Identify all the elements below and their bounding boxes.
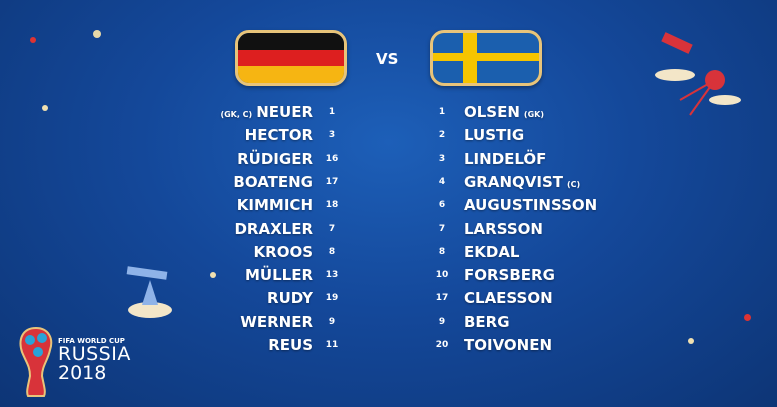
player-row: RÜDIGER (237, 149, 313, 169)
player-row: REUS (268, 335, 313, 355)
player-row: KIMMICH (237, 195, 313, 215)
decor-dot (744, 314, 751, 321)
logo-line-2: RUSSIA (58, 343, 131, 365)
player-row: RUDY (267, 288, 313, 308)
player-name: HECTOR (244, 126, 313, 145)
figure-illustration (126, 266, 172, 318)
player-row: HECTOR (245, 125, 313, 145)
decor-dot (210, 272, 216, 278)
player-number: 9 (328, 316, 336, 327)
player-row: EKDAL (464, 242, 520, 262)
player-name: FORSBERG (464, 266, 555, 285)
player-name: KROOS (253, 242, 313, 261)
player-number: 13 (325, 270, 339, 281)
player-name: REUS (268, 336, 313, 354)
player-name: RÜDIGER (237, 149, 313, 168)
player-number: 2 (438, 130, 446, 141)
player-number: 1 (328, 107, 336, 117)
player-row: FORSBERG (464, 265, 555, 285)
player-number: 10 (435, 270, 449, 281)
player-number: 11 (325, 340, 339, 350)
player-name: EKDAL (464, 242, 520, 261)
player-row: BERG (464, 312, 510, 332)
player-name: LARSSON (464, 219, 543, 238)
decor-dot (688, 338, 694, 344)
player-name: WERNER (240, 312, 313, 331)
player-number: 17 (435, 293, 449, 304)
player-name: DRAXLER (234, 219, 313, 238)
player-number: 18 (325, 200, 339, 211)
player-number: 8 (438, 246, 446, 257)
world-cup-logo-text: FIFA WORLD CUP RUSSIA 2018 (58, 337, 131, 383)
player-number: 4 (438, 176, 446, 187)
decor-dot (30, 37, 36, 43)
world-cup-trophy-logo (19, 326, 53, 397)
player-row: MÜLLER (245, 265, 313, 285)
decor-dot (93, 30, 101, 38)
vs-label: VS (376, 50, 399, 68)
player-number: 8 (328, 246, 336, 257)
player-name: BERG (464, 312, 510, 331)
player-row: LINDELÖF (464, 149, 546, 169)
player-name: OLSEN (464, 103, 520, 121)
satellite-illustration (655, 32, 741, 116)
player-row: AUGUSTINSSON (464, 195, 597, 215)
player-number: 7 (328, 223, 336, 234)
player-name: KIMMICH (236, 196, 313, 215)
player-row: WERNER (240, 312, 313, 332)
player-name: AUGUSTINSSON (464, 196, 598, 215)
player-row: KROOS (254, 242, 313, 262)
player-number: 3 (328, 130, 336, 141)
player-name: MÜLLER (244, 266, 313, 285)
player-number: 6 (438, 200, 446, 211)
player-row: GRANQVIST (C) (464, 172, 584, 192)
player-row: DRAXLER (234, 219, 313, 239)
player-name: LINDELÖF (464, 149, 547, 168)
player-name: TOIVONEN (464, 336, 553, 354)
player-row: (GK, C) NEUER (216, 102, 313, 122)
player-name: LUSTIG (464, 126, 525, 145)
player-name: RUDY (267, 289, 313, 308)
player-row: TOIVONEN (464, 335, 552, 355)
player-role-tag: (GK, C) (220, 110, 253, 119)
player-row: LUSTIG (464, 125, 524, 145)
player-row: CLAESSON (464, 288, 553, 308)
player-number: 9 (438, 316, 446, 327)
decor-dot (42, 105, 48, 111)
sweden-flag (430, 30, 542, 86)
player-number: 3 (438, 153, 446, 164)
player-name: GRANQVIST (464, 172, 564, 191)
player-role-tag: (C) (567, 179, 581, 189)
player-name: BOATENG (233, 172, 313, 191)
player-row: OLSEN (GK) (464, 102, 548, 122)
player-name: NEUER (256, 103, 313, 121)
player-number: 1 (438, 107, 446, 117)
germany-flag (235, 30, 347, 86)
player-number: 20 (435, 340, 449, 350)
logo-line-3: 2018 (58, 362, 107, 384)
player-row: LARSSON (464, 219, 543, 239)
player-name: CLAESSON (464, 289, 553, 308)
player-number: 17 (325, 176, 339, 187)
logo-line-1: FIFA WORLD CUP (58, 337, 125, 345)
player-number: 16 (325, 153, 339, 164)
player-number: 7 (438, 223, 446, 234)
player-role-tag: (GK) (523, 110, 544, 119)
player-row: BOATENG (233, 172, 313, 192)
player-number: 19 (325, 293, 339, 304)
